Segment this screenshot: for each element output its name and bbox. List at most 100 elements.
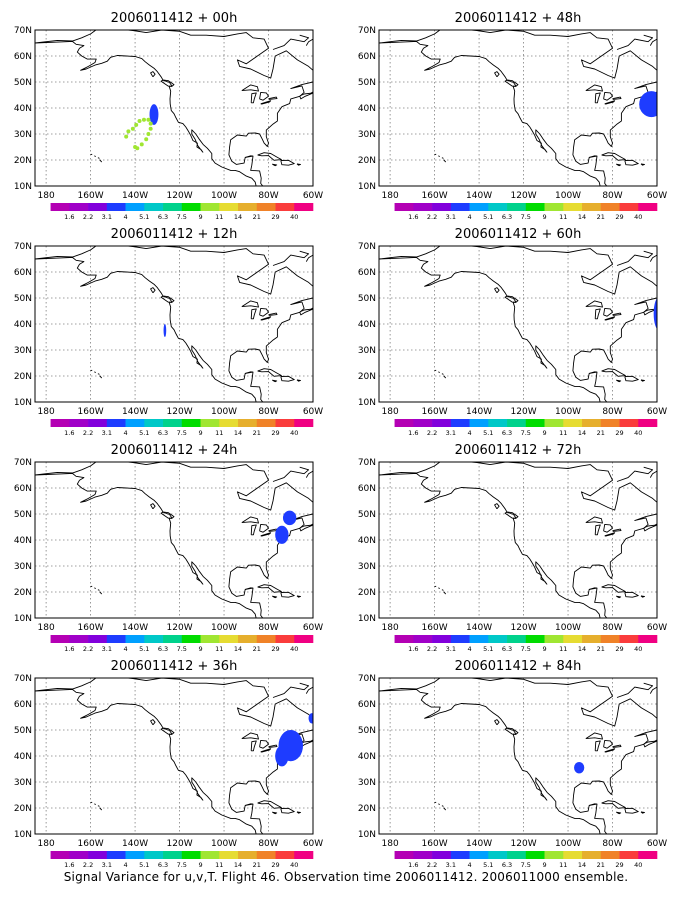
map-frame [34,245,314,403]
colorbar-segment [50,635,70,643]
colorbar-label: 4 [123,429,127,437]
colorbar-segment [394,635,414,643]
map-panel: 2006011412 + 12h 10N 20N 30N 40N 50N 60N 70N 180… [14,227,323,437]
lat-tick-label: 30N [14,346,32,356]
colorbar-segment [469,851,489,859]
lon-tick-label: 180 [382,407,399,417]
colorbar-segment [450,635,470,643]
colorbar-segment [200,419,220,427]
variance-dot [146,132,151,136]
coastline [604,100,616,105]
coastline [280,591,295,598]
colorbar-label: 21 [597,861,605,869]
colorbar-segment [600,203,620,211]
map-content [35,246,313,402]
lat-tick-label: 40N [358,536,376,546]
coastline [443,591,447,595]
variance-dot [137,119,142,123]
coastline [272,811,278,815]
coastline [160,727,173,735]
lon-tick-label: 120W [511,839,537,849]
colorbar-segment [294,419,314,427]
coastline [603,523,613,533]
colorbar-label: 40 [634,645,642,653]
colorbar-segment [488,635,508,643]
coastline [504,79,517,87]
lat-tick-label: 30N [14,130,32,140]
colorbar-label: 7.5 [177,645,187,653]
colorbar-segment [638,203,658,211]
variance-dot [148,121,153,126]
coastline [379,246,657,402]
colorbar-label: 14 [578,645,586,653]
map-content [379,678,657,834]
colorbar-label: 40 [290,429,298,437]
coastline [589,587,598,590]
coastline [612,744,622,748]
lat-tick-label: 20N [358,372,376,382]
colorbar-segment [238,851,258,859]
coastline [97,589,100,591]
map-panel: 2006011412 + 72h 10N 20N 30N 40N 50N 60N 70N 180… [358,443,667,653]
coastline [99,591,103,595]
colorbar-segment [488,203,508,211]
coastline [616,34,654,50]
lat-tick-label: 60N [358,700,376,710]
colorbar-segment [106,635,126,643]
colorbar-label: 4 [123,645,127,653]
variance-patch [653,298,657,330]
lat-tick-label: 30N [358,778,376,788]
colorbar-segment [507,851,527,859]
lon-tick-label: 140W [122,839,148,849]
map-content [35,462,313,618]
lon-tick-label: 160W [78,839,104,849]
lon-tick-label: 160W [422,191,448,201]
colorbar-segment [619,851,639,859]
colorbar-segment [125,203,145,211]
coastline [612,528,622,532]
colorbar-segment [200,635,220,643]
colorbar-segment [144,635,164,643]
lat-tick-label: 50N [358,510,376,520]
colorbar-label: 3.1 [446,213,456,221]
colorbar-segment [525,635,545,643]
colorbar-label: 14 [234,213,242,221]
lon-tick-label: 60W [303,191,323,201]
lon-tick-label: 80W [258,839,278,849]
map-content [379,30,657,186]
lon-tick-label: 160W [78,623,104,633]
lat-tick-label: 70N [14,242,32,252]
colorbar-segment [219,851,239,859]
coastline [585,84,603,92]
lat-tick-label: 40N [14,104,32,114]
colorbar-segment [181,635,201,643]
coastline [494,503,500,510]
lon-tick-label: 140W [466,839,492,849]
coastline [441,157,444,159]
colorbar-label: 29 [271,213,279,221]
coastline [257,584,282,593]
colorbar-label: 40 [634,861,642,869]
colorbar-segment [638,851,658,859]
colorbar-segment [50,851,70,859]
coastline [160,511,173,519]
colorbar-segment [413,635,433,643]
panel-title: 2006011412 + 24h [111,443,238,458]
colorbar-segment [69,419,89,427]
colorbar-label: 40 [634,429,642,437]
colorbar-label: 29 [271,429,279,437]
lat-tick-label: 20N [14,804,32,814]
lat-tick-label: 70N [358,458,376,468]
coastline [296,595,301,598]
colorbar-segment [488,851,508,859]
coastline [257,800,282,809]
colorbar-segment [163,851,183,859]
coastline [305,686,313,706]
lon-tick-label: 100W [555,191,581,201]
colorbar-segment [294,635,314,643]
colorbar-label: 6.3 [158,213,168,221]
colorbar-segment [275,203,295,211]
lat-tick-label: 20N [14,372,32,382]
colorbar-segment [275,851,295,859]
coastline [443,159,447,163]
